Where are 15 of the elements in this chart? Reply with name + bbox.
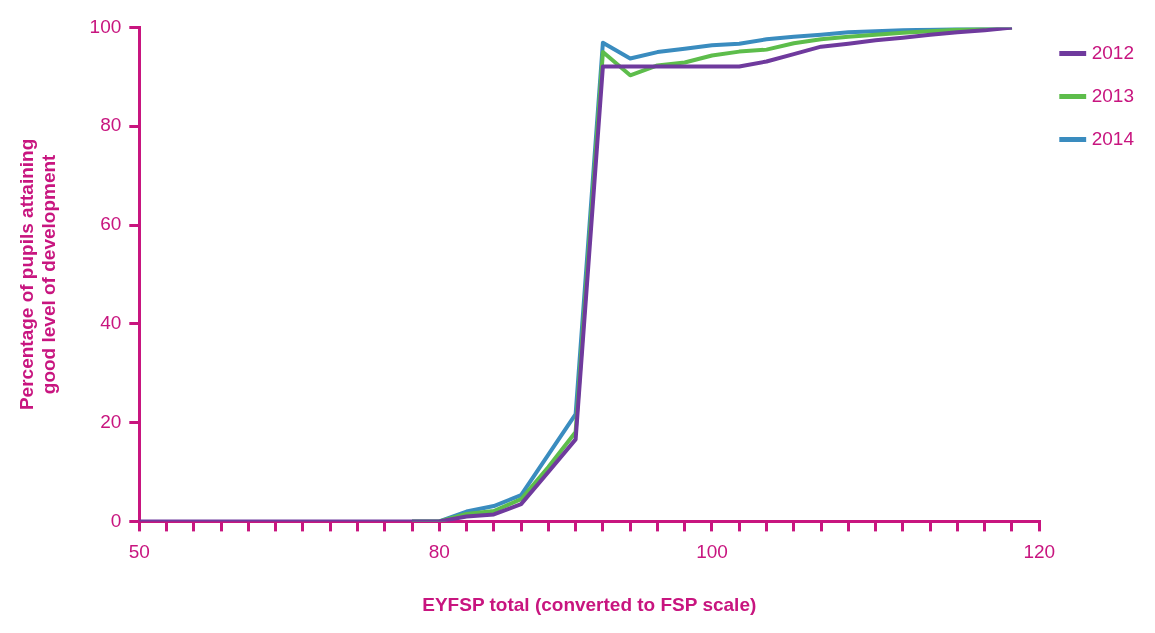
y-tick-label: 80 [100, 114, 122, 136]
y-tick-label: 40 [100, 312, 122, 334]
x-axis-title: EYFSP total (converted to FSP scale) [422, 593, 757, 615]
y-tick-label: 60 [100, 213, 122, 235]
y-tick-label: 0 [110, 509, 122, 531]
legend-label: 2014 [1091, 127, 1135, 149]
y-axis-title: Percentage of pupils attaining good level of development [15, 138, 60, 411]
legend-label: 2012 [1091, 41, 1135, 63]
legend-label: 2013 [1091, 84, 1135, 106]
y-tick-label: 100 [89, 15, 122, 37]
x-tick-label: 100 [696, 541, 728, 563]
x-tick-label: 120 [1023, 541, 1056, 563]
x-tick-label: 50 [128, 541, 150, 563]
y-tick-label: 20 [100, 410, 122, 432]
x-tick-label: 80 [428, 541, 450, 563]
